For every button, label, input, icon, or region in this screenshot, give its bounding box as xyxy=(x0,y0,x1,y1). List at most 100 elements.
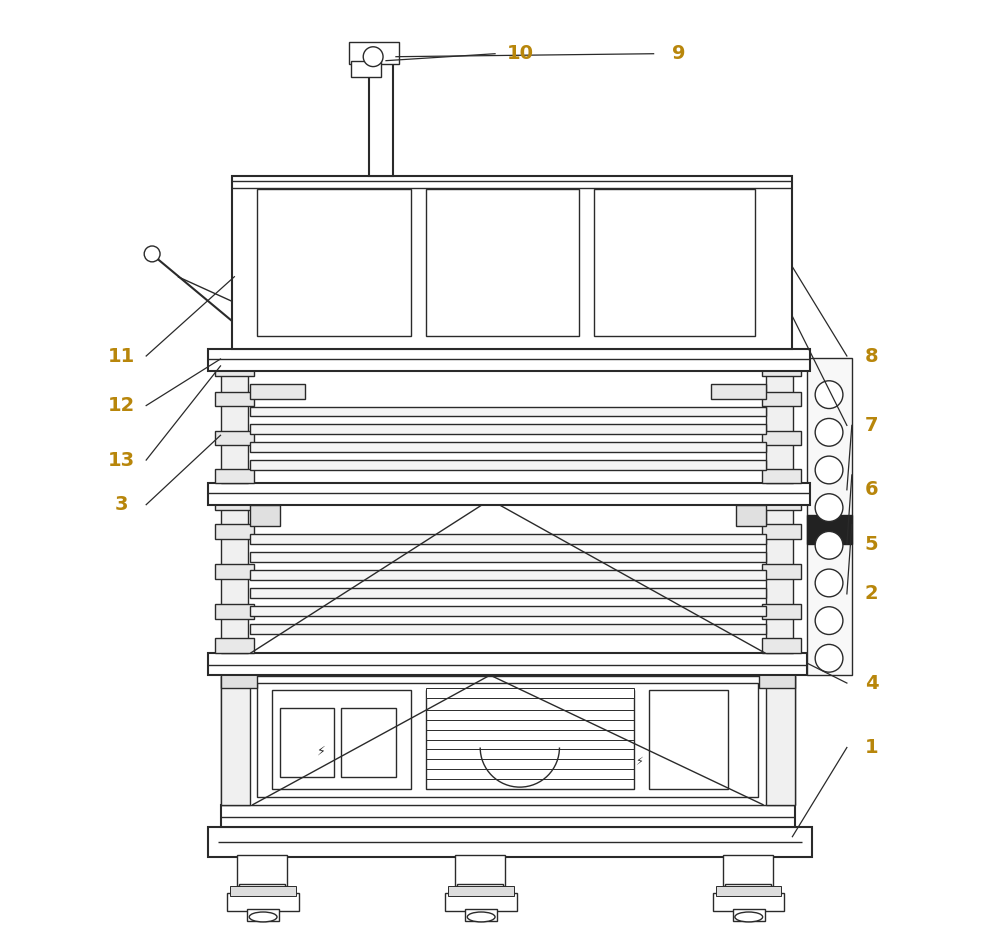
Bar xyxy=(250,588,766,597)
Bar xyxy=(759,673,795,688)
Bar xyxy=(762,431,801,445)
Bar xyxy=(762,469,801,482)
Bar xyxy=(221,673,257,688)
Text: 7: 7 xyxy=(865,416,878,435)
Bar xyxy=(426,688,634,698)
Text: 11: 11 xyxy=(108,347,135,366)
Bar xyxy=(257,683,758,797)
Bar xyxy=(250,624,766,634)
Bar xyxy=(445,893,517,911)
Bar xyxy=(215,431,254,445)
Bar xyxy=(221,369,248,482)
Bar xyxy=(215,525,254,539)
Bar xyxy=(221,805,795,827)
Bar xyxy=(247,909,279,921)
Bar xyxy=(230,886,296,896)
Text: 9: 9 xyxy=(672,44,685,64)
Bar xyxy=(221,676,250,805)
Ellipse shape xyxy=(467,912,495,922)
Bar xyxy=(221,499,248,654)
Bar xyxy=(723,855,773,886)
Bar xyxy=(711,383,766,398)
Text: ⚡: ⚡ xyxy=(317,744,326,757)
Bar xyxy=(250,424,766,434)
Bar xyxy=(232,176,792,349)
Circle shape xyxy=(815,494,843,522)
Text: 12: 12 xyxy=(108,396,135,415)
Text: 5: 5 xyxy=(865,535,878,554)
Bar xyxy=(239,885,285,894)
Bar xyxy=(457,885,503,894)
Bar xyxy=(272,690,411,789)
Bar xyxy=(250,535,766,544)
Bar xyxy=(215,604,254,619)
Ellipse shape xyxy=(249,912,277,922)
Bar xyxy=(250,606,766,615)
Bar xyxy=(426,190,579,337)
Text: 4: 4 xyxy=(865,673,878,693)
Bar xyxy=(250,442,766,453)
Bar xyxy=(351,61,381,77)
Bar xyxy=(448,886,514,896)
Circle shape xyxy=(815,456,843,483)
Bar xyxy=(221,676,795,805)
Bar xyxy=(250,570,766,580)
Bar xyxy=(762,525,801,539)
Bar xyxy=(762,564,801,579)
Bar xyxy=(208,482,810,505)
Bar xyxy=(215,564,254,579)
Bar xyxy=(733,909,765,921)
Bar xyxy=(215,495,254,510)
Bar xyxy=(713,893,784,911)
Bar xyxy=(215,392,254,406)
Bar xyxy=(716,886,781,896)
Bar xyxy=(250,553,766,562)
Text: 1: 1 xyxy=(865,738,878,757)
Text: 2: 2 xyxy=(865,584,878,603)
Bar xyxy=(237,855,287,886)
Bar xyxy=(250,505,280,526)
Circle shape xyxy=(363,47,383,66)
Text: 13: 13 xyxy=(108,451,135,469)
Bar xyxy=(807,358,852,675)
Circle shape xyxy=(815,644,843,672)
Circle shape xyxy=(815,569,843,597)
Bar xyxy=(455,855,505,886)
Bar xyxy=(215,469,254,482)
Bar xyxy=(807,514,852,544)
Bar xyxy=(762,604,801,619)
Bar xyxy=(762,495,801,510)
Bar xyxy=(766,499,793,654)
Bar xyxy=(762,392,801,406)
Bar xyxy=(349,42,399,64)
Bar xyxy=(208,349,810,371)
Bar xyxy=(762,639,801,654)
Text: 10: 10 xyxy=(506,44,533,64)
Bar xyxy=(280,708,334,777)
Bar xyxy=(208,654,807,675)
Bar xyxy=(227,893,299,911)
Bar xyxy=(649,690,728,789)
Bar xyxy=(250,407,766,416)
Bar xyxy=(369,57,393,176)
Ellipse shape xyxy=(735,912,763,922)
Circle shape xyxy=(815,381,843,409)
Bar xyxy=(766,676,795,805)
Bar xyxy=(762,362,801,376)
Bar xyxy=(725,885,771,894)
Bar xyxy=(341,708,396,777)
Bar xyxy=(594,190,755,337)
Circle shape xyxy=(815,607,843,635)
Bar xyxy=(465,909,497,921)
Bar xyxy=(257,190,411,337)
Bar xyxy=(215,362,254,376)
Bar xyxy=(426,690,634,789)
Text: 8: 8 xyxy=(865,347,878,366)
Text: 6: 6 xyxy=(865,481,878,499)
Bar xyxy=(250,460,766,470)
Text: ⚡: ⚡ xyxy=(635,757,643,768)
Bar xyxy=(250,383,305,398)
Bar xyxy=(766,369,793,482)
Bar xyxy=(215,639,254,654)
Circle shape xyxy=(815,531,843,559)
